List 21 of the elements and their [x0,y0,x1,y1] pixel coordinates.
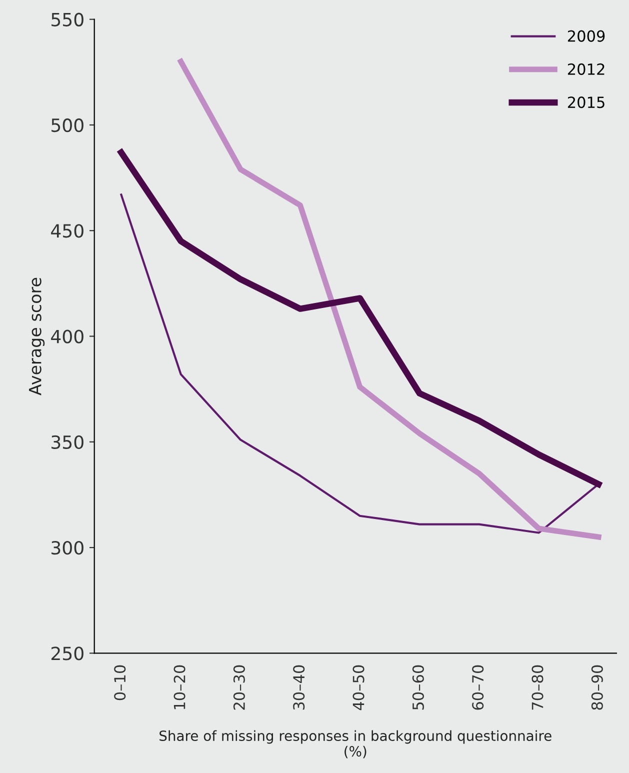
y-axis-title: Average score [28,278,45,396]
legend-label: 2009 [568,30,605,42]
x-tick-label: 30–40 [293,665,305,710]
y-tick-label: 250 [51,646,84,660]
y-tick-label: 500 [52,118,84,132]
x-tick-label: 0–10 [114,665,126,700]
legend-label: 2015 [568,96,604,108]
x-tick-label: 60–70 [472,665,484,710]
x-axis-title: Share of missing responses in background questionnaire (%) [160,730,552,758]
y-tick-label: 350 [52,435,84,450]
x-tick-label: 50–60 [412,665,424,710]
y-tick-label: 450 [51,224,84,238]
y-tick-label: 400 [51,330,84,344]
y-tick-label: 300 [52,541,84,555]
x-tick-label: 80–90 [591,665,603,710]
y-tick-label: 550 [52,12,84,26]
x-tick-label: 40–50 [352,665,364,710]
legend-label: 2012 [568,63,604,75]
x-tick-label: 70–80 [532,665,544,710]
x-tick-label: 10–20 [174,665,186,710]
x-tick-label: 20–30 [233,665,245,710]
